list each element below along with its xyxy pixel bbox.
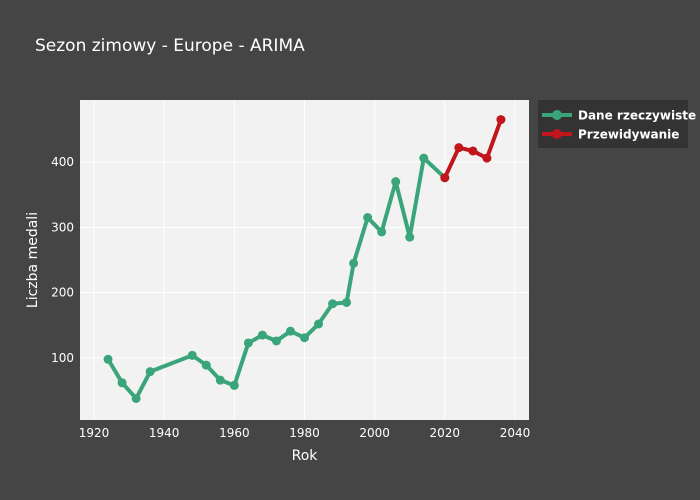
data-point[interactable] [314,319,324,329]
data-point[interactable] [419,153,429,163]
y-tick-label: 300 [51,220,74,234]
data-point[interactable] [215,375,225,385]
x-tick-label: 2000 [359,426,390,440]
data-point[interactable] [103,354,113,364]
y-tick-label: 100 [51,351,74,365]
data-point[interactable] [482,153,492,163]
data-point[interactable] [117,378,127,388]
data-point[interactable] [229,380,239,390]
data-point[interactable] [131,393,141,403]
data-point[interactable] [300,333,309,343]
legend-label-forecast: Przewidywanie [578,128,679,142]
y-axis-title: Liczba medali [25,212,41,308]
x-tick-label: 2020 [430,426,461,440]
data-point[interactable] [468,146,478,156]
x-axis-title: Rok [292,448,319,464]
legend[interactable]: Dane rzeczywiste Przewidywanie [538,100,696,148]
data-point[interactable] [271,336,281,346]
y-tick-label: 200 [51,286,74,300]
data-point[interactable] [257,330,267,340]
data-point[interactable] [454,143,464,153]
data-point[interactable] [377,227,387,237]
chart-title: Sezon zimowy - Europe - ARIMA [35,36,305,56]
legend-marker-actual [552,110,562,120]
data-point[interactable] [391,177,401,187]
y-axis-ticks: 100 200 300 400 [51,155,74,365]
x-tick-label: 1920 [79,426,110,440]
data-point[interactable] [363,213,373,223]
data-point[interactable] [285,326,295,336]
data-point[interactable] [405,232,415,242]
legend-box [538,100,688,148]
data-point[interactable] [201,360,211,370]
legend-item-actual[interactable]: Dane rzeczywiste [542,109,696,123]
x-tick-label: 1980 [289,426,320,440]
x-tick-label: 1940 [149,426,180,440]
data-point[interactable] [243,338,253,348]
legend-item-forecast[interactable]: Przewidywanie [542,128,679,142]
data-point[interactable] [187,350,197,360]
x-axis-ticks: 1920 1940 1960 1980 2000 2020 2040 [79,426,530,440]
data-point[interactable] [440,173,450,183]
x-tick-label: 1960 [219,426,250,440]
legend-label-actual: Dane rzeczywiste [578,109,696,123]
data-point[interactable] [145,367,155,377]
data-point[interactable] [328,299,338,309]
y-tick-label: 400 [51,155,74,169]
data-point[interactable] [496,115,506,125]
data-point[interactable] [342,297,352,307]
x-tick-label: 2040 [500,426,531,440]
series-layer [103,115,506,403]
legend-marker-forecast [552,129,562,139]
data-point[interactable] [349,258,359,268]
